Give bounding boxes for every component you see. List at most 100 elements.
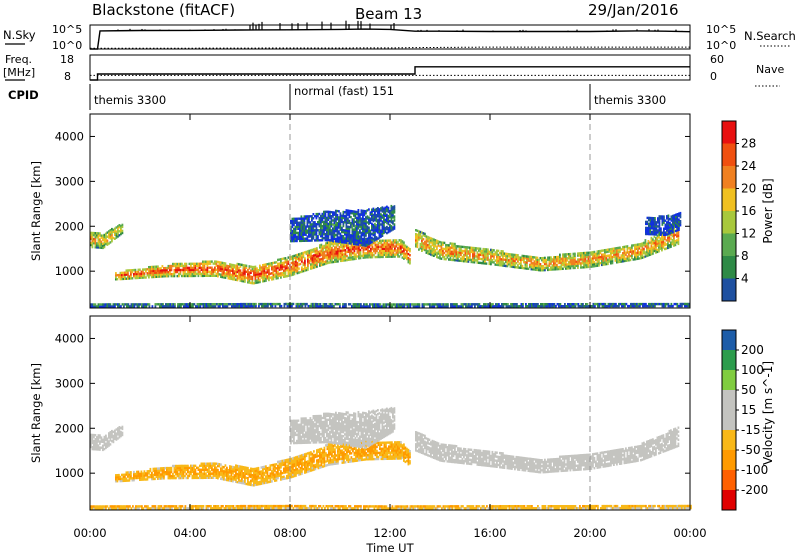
data-cell xyxy=(341,220,343,224)
data-cell xyxy=(358,253,360,256)
data-cell xyxy=(322,261,324,264)
data-cell xyxy=(213,305,215,308)
data-cell xyxy=(506,256,509,260)
data-cell xyxy=(314,261,317,265)
data-cell xyxy=(118,275,120,279)
data-cell xyxy=(369,239,372,243)
data-cell xyxy=(423,305,425,308)
data-cell xyxy=(160,305,163,308)
data-cell xyxy=(323,237,325,240)
data-cell xyxy=(440,243,443,246)
data-cell xyxy=(148,476,150,479)
data-cell xyxy=(446,248,449,251)
data-cell xyxy=(451,246,453,249)
data-cell xyxy=(127,275,129,278)
data-cell xyxy=(436,239,438,243)
data-cell xyxy=(464,248,467,251)
data-cell xyxy=(550,305,553,308)
data-cell xyxy=(202,303,205,306)
data-cell xyxy=(320,218,322,222)
data-cell xyxy=(299,231,301,234)
data-cell xyxy=(449,242,452,245)
data-cell xyxy=(676,235,678,238)
data-cell xyxy=(637,257,639,260)
data-cell xyxy=(296,217,298,220)
data-cell xyxy=(577,260,579,263)
data-cell xyxy=(419,245,422,248)
data-cell xyxy=(127,305,130,308)
data-cell xyxy=(143,274,146,277)
data-cell xyxy=(259,268,261,272)
data-cell xyxy=(370,256,372,259)
data-cell xyxy=(312,305,314,308)
data-cell xyxy=(380,249,383,253)
data-cell xyxy=(658,227,661,230)
data-cell xyxy=(310,302,313,306)
data-cell xyxy=(673,222,676,225)
data-cell xyxy=(344,255,347,258)
data-cell xyxy=(296,239,298,243)
data-cell xyxy=(376,247,378,251)
data-cell xyxy=(364,305,367,308)
data-cell xyxy=(247,281,249,284)
data-cell xyxy=(371,245,374,249)
data-cell xyxy=(660,215,662,218)
data-cell xyxy=(287,270,290,273)
data-cell xyxy=(620,248,623,251)
data-cell xyxy=(433,303,436,306)
data-cell xyxy=(178,274,180,278)
data-cell xyxy=(301,256,303,259)
data-cell xyxy=(308,231,310,234)
data-cell xyxy=(407,248,410,252)
data-cell xyxy=(368,234,370,237)
data-cell xyxy=(482,247,485,251)
data-cell xyxy=(485,258,488,261)
data-cell xyxy=(416,235,419,238)
data-cell xyxy=(673,234,675,237)
data-cell xyxy=(239,273,242,276)
data-cell xyxy=(396,305,398,308)
data-cell xyxy=(336,226,339,229)
data-cell xyxy=(314,221,316,224)
data-cell xyxy=(492,305,494,308)
data-cell xyxy=(196,472,198,476)
data-cell xyxy=(259,272,261,276)
data-cell xyxy=(155,265,158,268)
data-cell xyxy=(286,262,288,266)
data-cell xyxy=(391,249,393,252)
data-cell xyxy=(659,247,662,250)
data-cell xyxy=(599,251,602,255)
data-cell xyxy=(238,271,240,274)
data-cell xyxy=(383,231,385,235)
data-cell xyxy=(278,258,281,261)
data-cell xyxy=(623,245,626,249)
data-cell xyxy=(154,477,156,481)
data-cell xyxy=(271,266,273,269)
data-cell xyxy=(138,305,140,308)
data-cell xyxy=(582,305,584,308)
data-cell xyxy=(254,273,257,277)
data-cell xyxy=(341,216,343,219)
data-cell xyxy=(384,212,387,215)
data-cell xyxy=(500,264,503,267)
data-cell xyxy=(332,256,335,260)
data-cell xyxy=(685,304,688,308)
data-cell xyxy=(178,476,180,480)
data-cell xyxy=(315,235,318,238)
data-cell xyxy=(628,247,630,250)
data-cell xyxy=(520,260,522,263)
data-cell xyxy=(190,466,192,470)
data-cell xyxy=(321,216,324,220)
data-cell xyxy=(93,305,95,308)
data-cell xyxy=(431,249,434,253)
data-cell xyxy=(502,305,505,308)
data-cell xyxy=(130,477,132,480)
data-cell xyxy=(91,243,94,247)
data-cell xyxy=(262,304,265,308)
data-cell xyxy=(577,252,579,255)
data-cell xyxy=(121,275,123,279)
data-cell xyxy=(666,225,668,228)
data-cell xyxy=(403,247,405,250)
data-cell xyxy=(96,244,98,247)
data-cell xyxy=(574,305,577,308)
